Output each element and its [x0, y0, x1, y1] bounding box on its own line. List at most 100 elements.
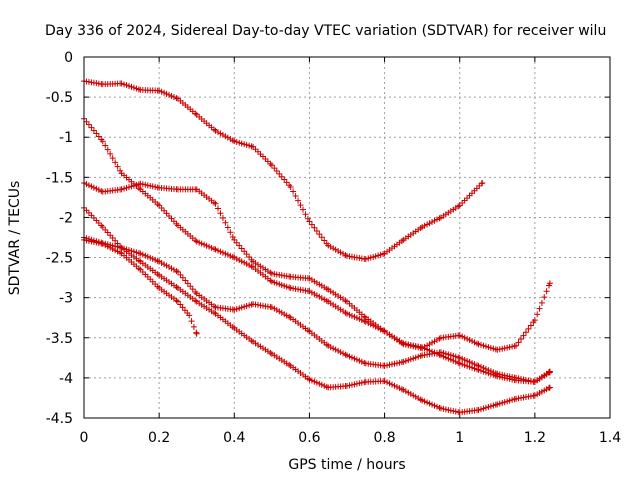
data-point: [313, 227, 320, 234]
data-point: [474, 340, 481, 347]
data-point: [545, 385, 552, 392]
x-tick-label: 1.2: [524, 430, 546, 446]
data-point: [306, 218, 313, 225]
data-point: [192, 297, 199, 304]
data-point: [417, 396, 424, 403]
data-point: [380, 327, 387, 334]
data-point: [455, 359, 462, 366]
data-point: [222, 219, 229, 226]
data-point: [154, 201, 161, 208]
data-point: [436, 215, 443, 222]
data-point: [513, 342, 520, 349]
data-point: [311, 224, 318, 231]
y-tick-label: -1.5: [46, 170, 73, 186]
data-points: [81, 78, 553, 416]
data-point: [248, 263, 255, 270]
data-point: [323, 285, 330, 292]
data-point: [219, 215, 226, 222]
y-axis-label: SDTVAR / TECUs: [7, 181, 23, 296]
data-point: [479, 179, 486, 186]
data-point: [546, 384, 553, 391]
data-point: [474, 362, 481, 369]
y-tick-label: -2.5: [46, 251, 73, 267]
data-point: [173, 284, 180, 291]
data-point: [398, 386, 405, 393]
plot-frame: [83, 56, 611, 419]
x-tick-label: 1.4: [599, 430, 621, 446]
data-point: [398, 340, 405, 347]
data-point: [173, 297, 180, 304]
data-point: [361, 359, 368, 366]
data-point: [104, 146, 111, 153]
data-point: [267, 269, 274, 276]
x-axis-label: GPS time / hours: [288, 457, 405, 473]
data-point: [229, 324, 236, 331]
data-point: [192, 110, 199, 117]
data-point: [520, 332, 527, 339]
x-tick-label: 0.2: [148, 430, 170, 446]
data-point: [267, 160, 274, 167]
data-point: [229, 234, 236, 241]
data-point: [342, 297, 349, 304]
data-point: [522, 329, 529, 336]
data-point: [173, 95, 180, 102]
data-point: [211, 303, 218, 310]
data-point: [297, 202, 304, 209]
data-point: [342, 252, 349, 259]
data-point: [286, 284, 293, 291]
data-point: [286, 313, 293, 320]
data-point: [527, 322, 534, 329]
data-point: [295, 197, 302, 204]
data-point: [525, 325, 532, 332]
data-point: [534, 311, 541, 318]
grid-lines: [84, 57, 610, 418]
y-tick-label: -1: [59, 130, 73, 146]
y-tick-label: 0: [64, 50, 73, 66]
data-point: [173, 268, 180, 275]
data-point: [361, 313, 368, 320]
data-point: [492, 370, 499, 377]
data-point: [545, 369, 552, 376]
series-3: [81, 179, 553, 353]
series-4: [81, 234, 553, 385]
series-6: [81, 236, 200, 337]
x-tick-label: 0.4: [223, 430, 245, 446]
data-point: [287, 183, 294, 190]
data-point: [342, 309, 349, 316]
data-point: [398, 237, 405, 244]
data-point: [292, 193, 299, 200]
data-point: [302, 211, 309, 218]
data-point: [546, 280, 553, 287]
data-point: [300, 206, 307, 213]
data-point: [154, 271, 161, 278]
data-point: [193, 330, 200, 337]
x-tick-label: 0.8: [373, 430, 395, 446]
data-point: [217, 210, 224, 217]
x-tick-label: 1: [455, 430, 464, 446]
data-point: [538, 299, 545, 306]
data-point: [531, 317, 538, 324]
data-point: [154, 257, 161, 264]
y-tick-label: -4: [59, 371, 73, 387]
data-point: [543, 288, 550, 295]
y-tick-label: -2: [59, 210, 73, 226]
data-point: [342, 351, 349, 358]
data-point: [135, 86, 142, 93]
data-point: [304, 327, 311, 334]
data-point: [186, 312, 193, 319]
chart-title: Day 336 of 2024, Sidereal Day-to-day VTE…: [45, 23, 606, 39]
series-1: [81, 78, 486, 263]
data-point: [211, 199, 218, 206]
data-point: [99, 138, 106, 145]
x-tick-label: 0.6: [298, 430, 320, 446]
data-point: [436, 335, 443, 342]
data-point: [546, 368, 553, 375]
data-point: [515, 339, 522, 346]
data-point: [455, 203, 462, 210]
data-point: [227, 229, 234, 236]
data-point: [229, 137, 236, 144]
y-tick-label: -0.5: [46, 90, 73, 106]
data-point: [536, 305, 543, 312]
data-point: [214, 205, 221, 212]
data-point: [211, 126, 218, 133]
